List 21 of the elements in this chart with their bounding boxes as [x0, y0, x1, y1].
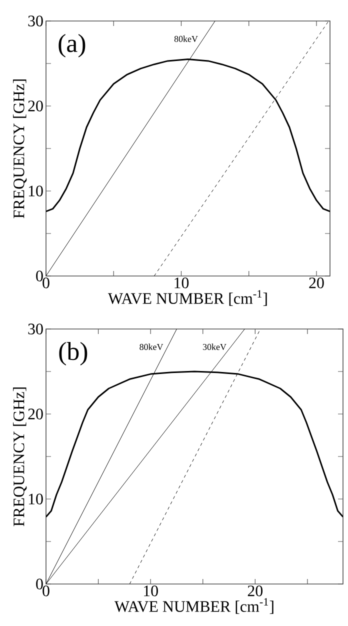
series-label: 80keV [174, 36, 198, 42]
x-axis-title: WAVE NUMBER [cm$^{-1}$] [114, 598, 274, 614]
y-tick-label: 20 [28, 408, 43, 420]
x-axis-title: WAVE NUMBER [cm$^{-1}$] [108, 290, 267, 306]
series-label: 80keV [140, 344, 164, 350]
y-axis-title: FREQUENCY [GHz] [13, 80, 27, 218]
y-axis-title: FREQUENCY [GHz] [13, 388, 27, 526]
x-tick-label: 20 [309, 278, 324, 288]
x-tick-label: 20 [248, 586, 263, 596]
y-tick-label: 10 [28, 186, 43, 196]
chart-title: (a) [58, 34, 86, 58]
y-tick-label: 10 [28, 494, 43, 504]
y-tick-label: 20 [28, 100, 43, 112]
y-tick-label: 30 [28, 16, 43, 26]
y-tick-label: 0 [36, 270, 43, 282]
y-tick-label: 30 [28, 324, 43, 334]
x-tick-label: 10 [144, 586, 158, 596]
series-label: 30keV [202, 344, 226, 350]
y-tick-label: 0 [36, 578, 43, 590]
chart-title: (b) [59, 342, 88, 366]
x-tick-label: 10 [174, 278, 189, 288]
